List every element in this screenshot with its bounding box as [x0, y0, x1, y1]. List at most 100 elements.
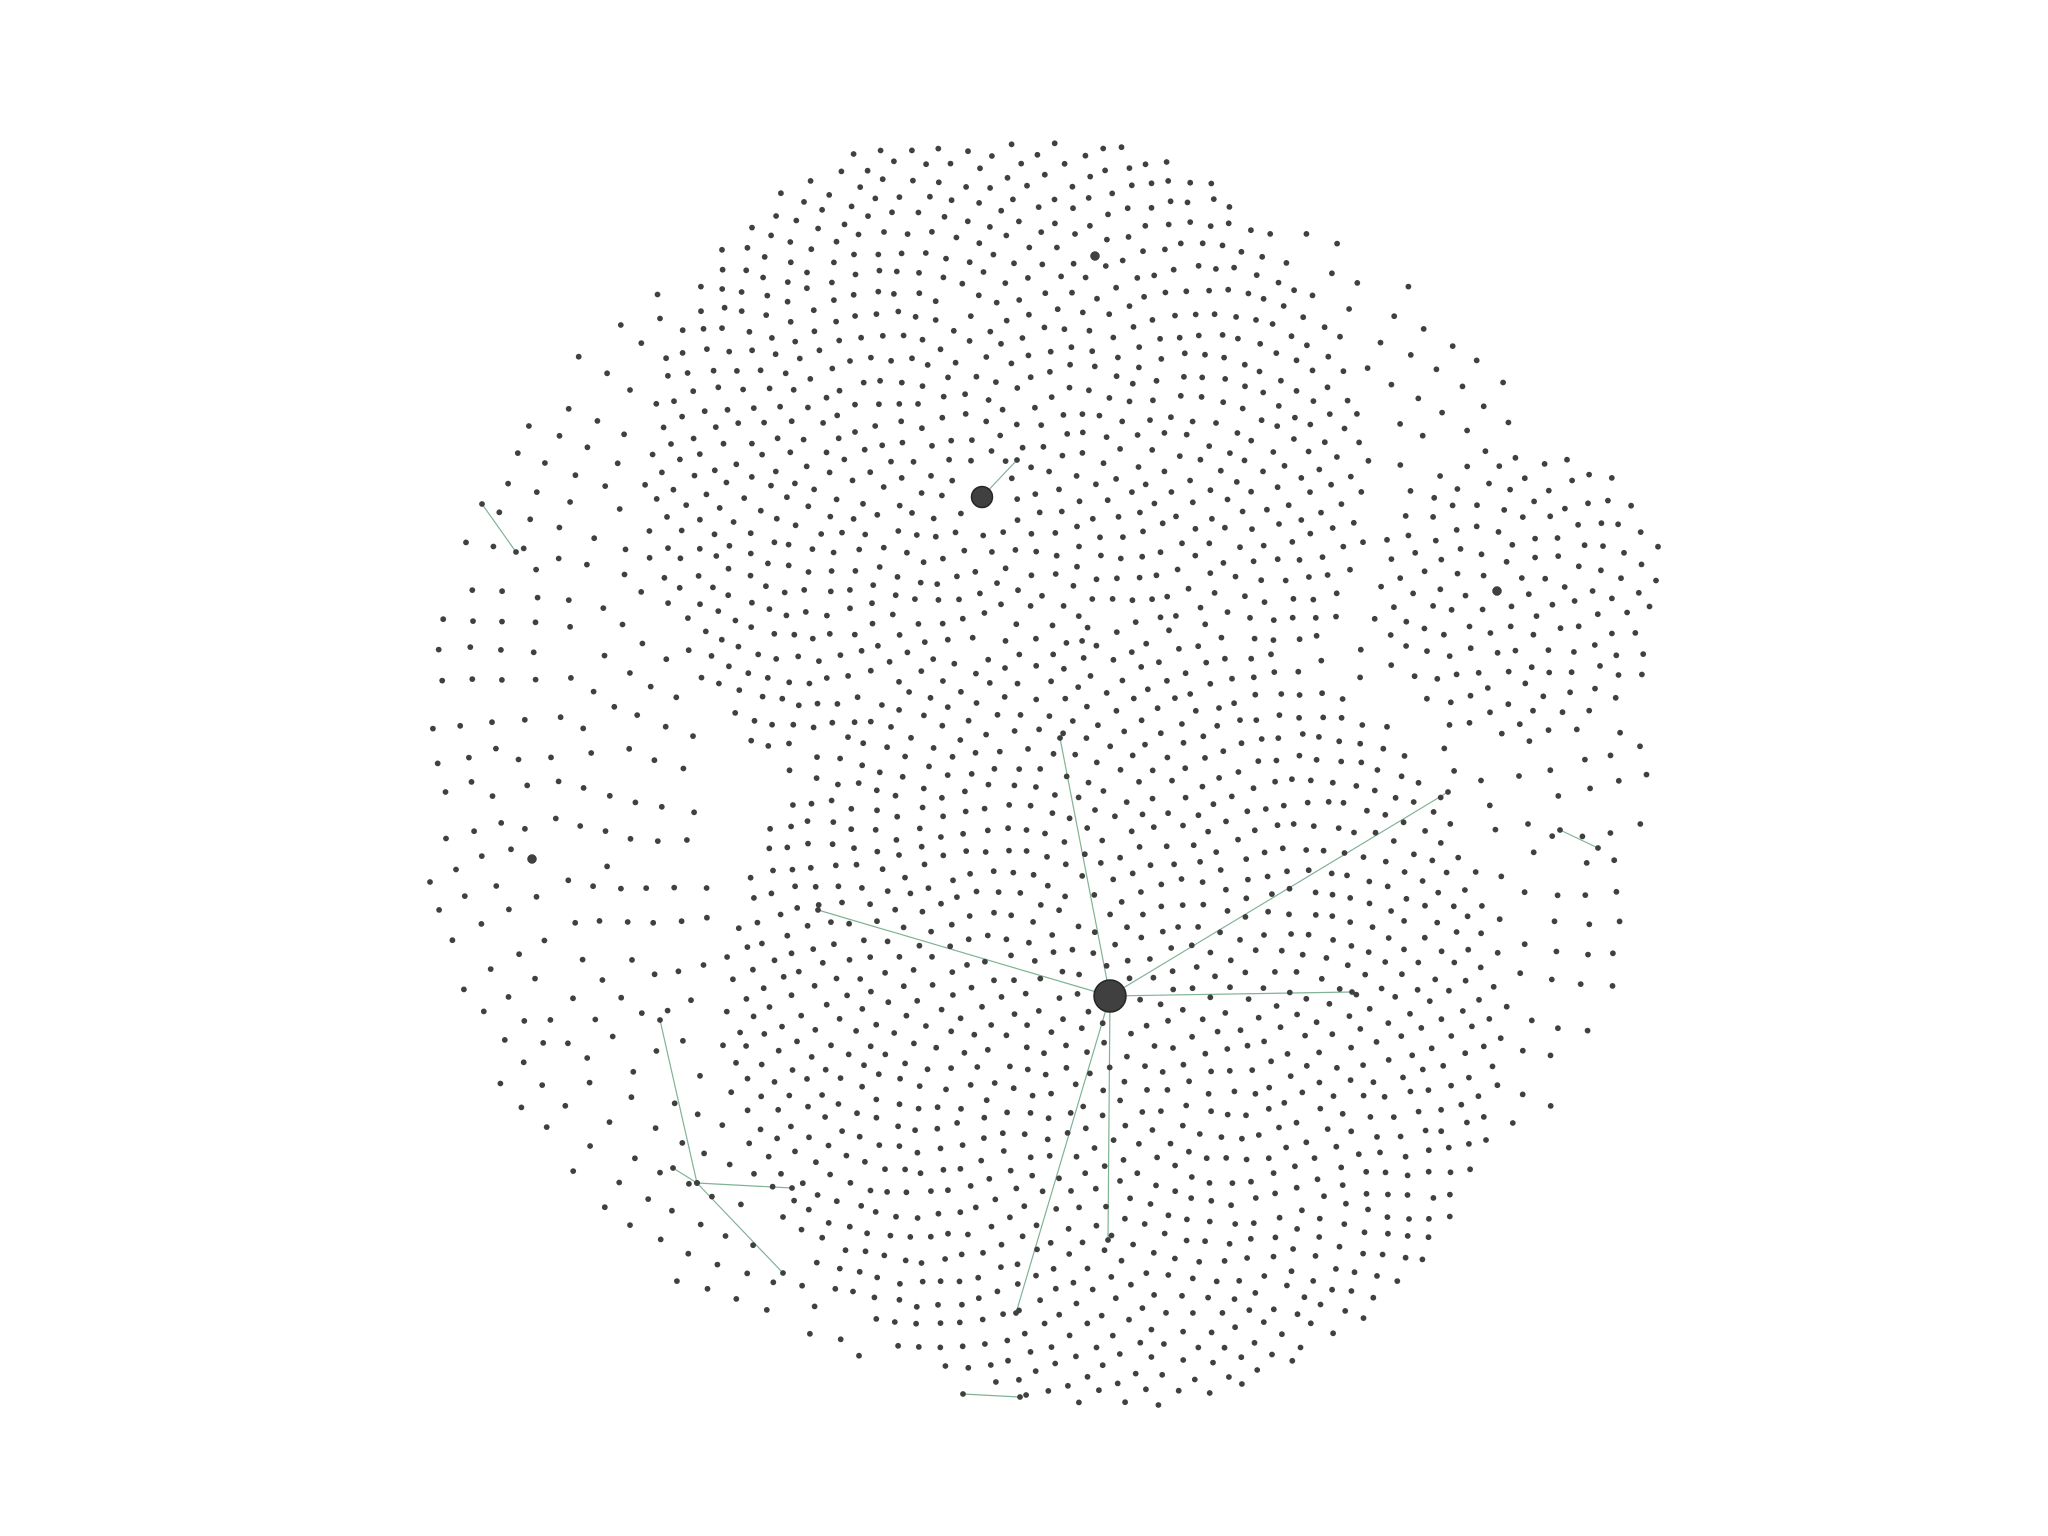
node [1487, 630, 1494, 636]
node [1243, 895, 1250, 902]
node [1573, 726, 1580, 733]
node [925, 885, 932, 891]
node [864, 1230, 870, 1237]
node [1274, 423, 1281, 429]
node [508, 846, 514, 853]
node [1329, 891, 1336, 898]
node [937, 1344, 944, 1351]
node [1091, 363, 1098, 370]
node [822, 1114, 828, 1120]
node [1253, 272, 1260, 278]
node [1286, 885, 1293, 892]
node [1241, 361, 1248, 368]
node [1172, 1162, 1178, 1169]
node [1066, 384, 1073, 391]
node [1455, 854, 1462, 861]
node [540, 1040, 547, 1046]
node [1348, 1128, 1355, 1135]
node [1528, 664, 1535, 671]
node [856, 1268, 863, 1275]
node [915, 401, 921, 407]
node [1217, 467, 1224, 474]
node [860, 500, 866, 507]
node [829, 841, 836, 848]
node [1316, 1049, 1322, 1056]
node [725, 592, 732, 599]
node [1076, 1399, 1082, 1406]
node [1033, 696, 1040, 703]
node [1033, 548, 1040, 555]
node [1169, 777, 1175, 784]
node [747, 572, 754, 579]
node [876, 769, 883, 776]
node [1032, 491, 1039, 497]
node [1245, 996, 1252, 1002]
node [743, 1043, 749, 1049]
node [1119, 257, 1126, 264]
node [835, 781, 841, 788]
node [828, 919, 834, 925]
node [914, 997, 921, 1004]
node [1224, 609, 1231, 615]
node [710, 584, 716, 591]
node [1542, 575, 1549, 582]
node [1027, 603, 1034, 609]
node [1364, 365, 1371, 371]
node [1225, 286, 1232, 293]
node [1008, 141, 1015, 148]
node [728, 1089, 735, 1096]
node [822, 1066, 829, 1073]
node [691, 809, 697, 816]
node [1195, 1344, 1202, 1351]
node [1367, 1114, 1374, 1120]
node [1096, 1387, 1102, 1394]
node [837, 652, 844, 658]
node [719, 1122, 726, 1128]
node [745, 670, 752, 677]
node [1447, 821, 1454, 827]
node [1446, 1213, 1453, 1220]
node [1142, 1063, 1148, 1069]
node [1034, 1246, 1040, 1253]
node [1096, 412, 1103, 419]
node [750, 1242, 756, 1249]
node [757, 1126, 764, 1133]
node [434, 760, 441, 767]
node [1173, 613, 1179, 619]
node [577, 823, 584, 829]
node [1016, 218, 1022, 225]
node [929, 228, 935, 235]
node [920, 559, 927, 566]
node [606, 1119, 613, 1125]
node [1235, 836, 1241, 843]
node [984, 932, 991, 939]
node [1129, 489, 1135, 495]
node [663, 355, 669, 362]
node [1266, 1084, 1273, 1091]
node [889, 611, 896, 618]
node [1235, 769, 1242, 775]
node [1139, 553, 1146, 560]
node [914, 1149, 921, 1156]
node [1049, 932, 1056, 938]
node [1568, 669, 1575, 676]
node [1060, 412, 1067, 418]
node [1165, 221, 1172, 228]
node [436, 907, 442, 913]
node [918, 668, 925, 674]
node [1180, 1061, 1187, 1068]
node [902, 1166, 908, 1173]
node [1303, 1062, 1310, 1069]
node [766, 385, 773, 392]
node [1018, 160, 1025, 167]
node [1422, 828, 1428, 834]
node [1112, 1295, 1119, 1302]
node [1135, 464, 1142, 470]
edges-layer [481, 459, 1599, 1398]
node [1216, 775, 1222, 781]
node [1328, 481, 1334, 488]
node [1453, 527, 1460, 533]
node [930, 745, 937, 751]
node [1163, 1309, 1169, 1316]
node [506, 906, 512, 913]
